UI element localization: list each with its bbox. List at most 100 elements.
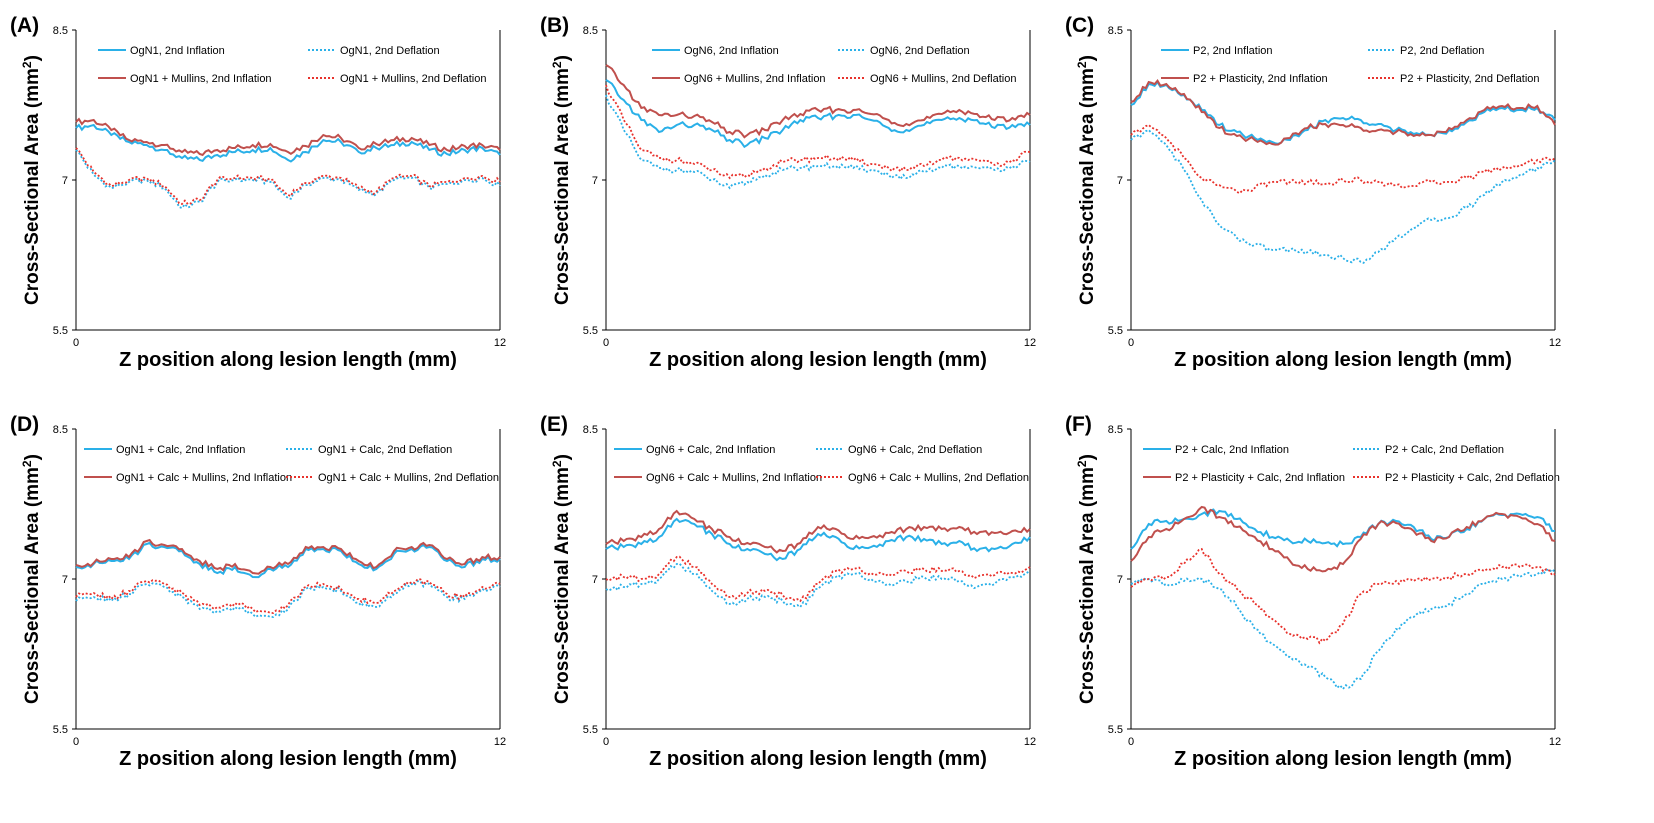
- x-tick-label: 12: [494, 337, 506, 349]
- panel-letter: (A): [10, 14, 39, 37]
- y-tick-label: 7: [1117, 574, 1123, 586]
- series-line-2: [75, 538, 501, 575]
- y-tick-label: 7: [592, 574, 598, 586]
- y-axis-label: Cross-Sectional Area (mm2): [1075, 55, 1098, 305]
- legend-label: OgN1 + Mullins, 2nd Deflation: [340, 73, 486, 85]
- series-line-3: [75, 578, 501, 614]
- legend-label: P2 + Plasticity + Calc, 2nd Deflation: [1385, 472, 1560, 484]
- y-axis-label: Cross-Sectional Area (mm2): [1075, 454, 1098, 704]
- series-line-2: [1130, 78, 1556, 146]
- series-line-3: [75, 147, 501, 206]
- y-tick-label: 8.5: [1108, 424, 1123, 436]
- series-line-3: [605, 555, 1031, 603]
- y-axis-label: Cross-Sectional Area (mm2): [550, 454, 573, 704]
- y-tick-label: 7: [62, 175, 68, 187]
- legend-label: OgN1 + Calc + Mullins, 2nd Deflation: [318, 472, 499, 484]
- x-tick-label: 12: [1549, 736, 1561, 748]
- x-tick-label: 12: [1549, 337, 1561, 349]
- series-line-0: [75, 541, 501, 579]
- series-line-1: [75, 580, 501, 619]
- x-axis-label: Z position along lesion length (mm): [119, 349, 457, 371]
- x-tick-label: 12: [1024, 337, 1036, 349]
- panel-letter: (F): [1065, 413, 1092, 436]
- legend-label: OgN6, 2nd Deflation: [870, 45, 970, 57]
- legend-label: P2 + Plasticity, 2nd Inflation: [1193, 73, 1328, 85]
- series-line-1: [605, 562, 1031, 609]
- y-tick-label: 8.5: [583, 25, 598, 37]
- y-tick-label: 5.5: [583, 325, 598, 337]
- legend-label: OgN1, 2nd Deflation: [340, 45, 440, 57]
- y-tick-label: 7: [592, 175, 598, 187]
- x-tick-label: 0: [1128, 736, 1134, 748]
- panel-4: (E) 5.5 7 8.5 0 12 Cross-Sectional Area (mm2) Z…: [540, 413, 1036, 770]
- legend-label: OgN6 + Mullins, 2nd Deflation: [870, 73, 1016, 85]
- y-tick-label: 7: [1117, 175, 1123, 187]
- x-axis-label: Z position along lesion length (mm): [1174, 748, 1512, 770]
- legend-label: OgN6 + Calc + Mullins, 2nd Inflation: [646, 472, 822, 484]
- series-line-0: [605, 517, 1031, 562]
- series-line-3: [1130, 547, 1556, 645]
- x-axis-label: Z position along lesion length (mm): [649, 748, 987, 770]
- y-tick-label: 5.5: [583, 724, 598, 736]
- y-axis-label: Cross-Sectional Area (mm2): [20, 55, 43, 305]
- x-tick-label: 0: [1128, 337, 1134, 349]
- panel-0: (A) 5.5 7 8.5 0 12 Cross-Sectional Area (mm2) Z…: [10, 14, 506, 371]
- series-line-0: [605, 79, 1031, 149]
- legend-label: P2, 2nd Deflation: [1400, 45, 1484, 57]
- y-tick-label: 8.5: [1108, 25, 1123, 37]
- series-line-0: [1130, 80, 1556, 145]
- legend-label: OgN1 + Calc, 2nd Inflation: [116, 444, 245, 456]
- legend-label: P2 + Calc, 2nd Inflation: [1175, 444, 1289, 456]
- x-tick-label: 0: [603, 337, 609, 349]
- legend-label: P2, 2nd Inflation: [1193, 45, 1273, 57]
- y-tick-label: 5.5: [53, 724, 68, 736]
- legend-label: P2 + Plasticity + Calc, 2nd Inflation: [1175, 472, 1345, 484]
- legend-label: P2 + Plasticity, 2nd Deflation: [1400, 73, 1540, 85]
- panel-1: (B) 5.5 7 8.5 0 12 Cross-Sectional Area (mm2) Z…: [540, 14, 1036, 371]
- legend-label: OgN1 + Calc, 2nd Deflation: [318, 444, 452, 456]
- y-tick-label: 8.5: [53, 25, 68, 37]
- legend-label: OgN1 + Calc + Mullins, 2nd Inflation: [116, 472, 292, 484]
- y-tick-label: 5.5: [53, 325, 68, 337]
- y-tick-label: 5.5: [1108, 724, 1123, 736]
- series-line-3: [1130, 123, 1556, 195]
- series-line-3: [605, 84, 1031, 180]
- x-axis-label: Z position along lesion length (mm): [1174, 349, 1512, 371]
- panel-2: (C) 5.5 7 8.5 0 12 Cross-Sectional Area (mm2) Z…: [1065, 14, 1561, 371]
- legend-label: OgN6 + Calc + Mullins, 2nd Deflation: [848, 472, 1029, 484]
- y-tick-label: 5.5: [1108, 325, 1123, 337]
- x-axis-label: Z position along lesion length (mm): [119, 748, 457, 770]
- panel-3: (D) 5.5 7 8.5 0 12 Cross-Sectional Area (mm2) Z…: [10, 413, 506, 770]
- series-line-1: [1130, 128, 1556, 264]
- y-tick-label: 8.5: [583, 424, 598, 436]
- series-line-0: [75, 123, 501, 163]
- x-tick-label: 0: [603, 736, 609, 748]
- panel-letter: (C): [1065, 14, 1094, 37]
- series-line-1: [1130, 568, 1556, 691]
- panel-5: (F) 5.5 7 8.5 0 12 Cross-Sectional Area (mm2) Z…: [1065, 413, 1561, 770]
- panel-letter: (D): [10, 413, 39, 436]
- panel-letter: (B): [540, 14, 569, 37]
- legend-label: OgN6, 2nd Inflation: [684, 45, 779, 57]
- legend-label: P2 + Calc, 2nd Deflation: [1385, 444, 1504, 456]
- y-axis-label: Cross-Sectional Area (mm2): [20, 454, 43, 704]
- legend-label: OgN6 + Calc, 2nd Inflation: [646, 444, 775, 456]
- series-line-2: [1130, 505, 1556, 573]
- series-line-2: [605, 64, 1031, 139]
- y-tick-label: 7: [62, 574, 68, 586]
- series-line-2: [75, 117, 501, 157]
- series-line-1: [605, 94, 1031, 190]
- panel-letter: (E): [540, 413, 568, 436]
- legend-label: OgN1, 2nd Inflation: [130, 45, 225, 57]
- legend-label: OgN1 + Mullins, 2nd Inflation: [130, 73, 272, 85]
- legend-label: OgN6 + Calc, 2nd Deflation: [848, 444, 982, 456]
- x-tick-label: 12: [1024, 736, 1036, 748]
- y-tick-label: 8.5: [53, 424, 68, 436]
- series-line-2: [605, 509, 1031, 554]
- y-axis-label: Cross-Sectional Area (mm2): [550, 55, 573, 305]
- x-tick-label: 0: [73, 337, 79, 349]
- x-axis-label: Z position along lesion length (mm): [649, 349, 987, 371]
- x-tick-label: 0: [73, 736, 79, 748]
